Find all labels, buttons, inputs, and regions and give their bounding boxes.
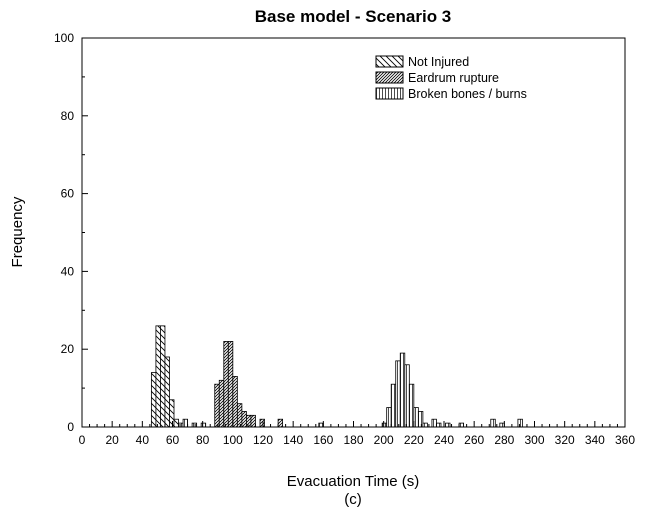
x-tick-label: 180 [343,433,363,447]
legend-swatch-vertical [375,87,404,100]
histogram-bars [150,325,523,428]
legend-swatch-dense-forward-diagonal [375,71,404,84]
bar-dense-forward-diagonal-6 [241,411,247,428]
bar-dense-forward-diagonal-7 [246,414,252,428]
bar-back-diagonal-1 [155,325,161,428]
bar-back-diagonal-3 [164,356,170,428]
x-tick-label: 240 [434,433,454,447]
x-tick-label: 200 [374,433,394,447]
bar-vertical-18 [458,422,465,428]
bar-vertical-12 [413,407,419,428]
bar-vertical-1 [182,418,188,428]
y-tick-label: 100 [54,31,74,45]
chart-title: Base model - Scenario 3 [255,7,452,26]
legend-label: Broken bones / burns [408,87,527,101]
bar-dense-forward-diagonal-9 [259,418,265,428]
bar-back-diagonal-5 [173,418,179,428]
bar-vertical-14 [422,422,428,428]
x-tick-label: 140 [283,433,303,447]
bar-dense-forward-diagonal-2 [223,341,229,428]
x-tick-label: 340 [585,433,605,447]
bar-vertical-0 [178,422,184,428]
x-tick-label: 280 [494,433,514,447]
x-tick-label: 220 [404,433,424,447]
bar-vertical-2 [191,422,198,428]
y-tick-label: 0 [67,420,74,434]
bar-vertical-5 [381,422,388,428]
bar-vertical-3 [200,422,207,428]
x-tick-label: 320 [555,433,575,447]
bar-vertical-21 [517,418,523,428]
bar-dense-forward-diagonal-0 [214,383,220,428]
bar-vertical-20 [499,422,505,428]
x-tick-label: 360 [615,433,635,447]
x-tick-label: 0 [79,433,86,447]
bar-back-diagonal-0 [150,372,157,428]
bar-vertical-4 [318,422,324,428]
x-tick-label: 40 [136,433,150,447]
y-tick-label: 60 [61,187,75,201]
bar-vertical-8 [395,360,401,428]
bar-vertical-6 [386,407,392,428]
x-axis-ticks: 0 20 40 60 80 100 120 140 160 180 200 220 240 260 280 3… [79,421,635,447]
x-tick-label: 80 [196,433,210,447]
y-tick-label: 40 [61,264,75,278]
bar-vertical-9 [399,352,406,428]
x-tick-label: 160 [313,433,333,447]
bar-back-diagonal-2 [160,325,166,428]
x-tick-label: 20 [105,433,119,447]
x-tick-label: 60 [166,433,180,447]
bar-vertical-10 [404,364,410,428]
x-tick-label: 260 [464,433,484,447]
bar-dense-forward-diagonal-4 [232,376,238,428]
legend-label: Not Injured [408,55,469,69]
y-axis-ticks: 0 20 40 60 80 100 [54,31,88,434]
legend: Not Injured Eardrum rupture Broken bones /… [375,55,527,101]
bar-back-diagonal-4 [169,399,175,428]
bar-vertical-17 [445,422,451,428]
bar-dense-forward-diagonal-5 [236,403,243,428]
x-tick-label: 100 [223,433,243,447]
bar-dense-forward-diagonal-1 [218,379,225,428]
bar-dense-forward-diagonal-8 [250,414,256,428]
bar-vertical-16 [436,422,442,428]
x-tick-label: 120 [253,433,273,447]
y-axis-label: Frequency [9,196,26,267]
bar-vertical-19 [490,418,496,428]
legend-label: Eardrum rupture [408,71,499,85]
chart-caption: (c) [344,491,362,508]
x-tick-label: 300 [524,433,544,447]
bar-dense-forward-diagonal-3 [227,341,234,428]
y-tick-label: 20 [61,342,75,356]
bar-dense-forward-diagonal-10 [277,418,284,428]
bar-vertical-11 [408,383,415,428]
bar-vertical-15 [431,418,437,428]
bar-vertical-7 [390,383,397,428]
x-axis-label: Evacuation Time (s) [287,473,420,490]
y-tick-label: 80 [61,109,75,123]
legend-swatch-back-diagonal [375,55,404,68]
bar-vertical-13 [417,411,424,428]
